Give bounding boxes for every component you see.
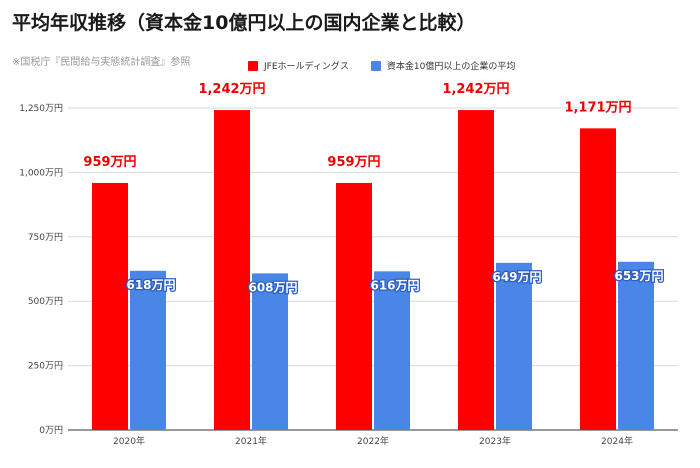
legend-label-jfe: JFEホールディングス [264,62,349,72]
page-title: 平均年収推移（資本金10億円以上の国内企業と比較） [12,12,476,34]
bar-jfe [336,182,372,430]
data-label-jfe: 1,171万円 [564,100,631,115]
bar-average [618,261,654,430]
source-note: ※国税庁『民間給与実態統計調査』参照 [12,57,191,68]
legend-swatch-average [370,60,381,71]
bar-jfe [580,128,616,430]
x-tick-label: 2021年 [235,435,267,447]
legend-item-average: 資本金10億円以上の企業の平均 [370,59,516,72]
legend-item-jfe: JFEホールディングス [248,59,349,72]
y-tick-label: 250万円 [28,361,63,372]
bar-jfe [92,182,128,430]
data-label-jfe: 959万円 [83,155,136,170]
x-tick-label: 2020年 [113,435,145,447]
chart-legend: JFEホールディングス 資本金10億円以上の企業の平均 [248,59,537,72]
bar-jfe [214,110,250,431]
data-label-jfe: 959万円 [327,155,380,170]
data-label-average: 618万円 [126,278,175,292]
data-label-jfe: 1,242万円 [442,82,509,97]
y-tick-label: 1,000万円 [19,167,63,178]
x-tick-label: 2023年 [479,435,511,447]
legend-swatch-jfe [248,60,258,71]
bar-average [496,262,532,430]
legend-label-average: 資本金10億円以上の企業の平均 [386,62,516,72]
bar-jfe [458,110,494,431]
x-tick-label: 2024年 [601,435,633,447]
data-label-average: 649万円 [492,270,541,284]
bar-average [374,271,410,430]
y-tick-label: 500万円 [28,296,63,307]
data-label-average: 616万円 [370,278,419,292]
y-tick-label: 0万円 [39,425,63,436]
x-tick-label: 2022年 [357,435,389,447]
bar-average [252,273,288,430]
y-tick-label: 1,250万円 [19,103,63,114]
y-tick-label: 750万円 [28,232,63,243]
data-label-average: 608万円 [248,280,297,294]
data-label-jfe: 1,242万円 [198,82,265,97]
data-label-average: 653万円 [614,269,663,283]
bar-average [130,270,166,430]
